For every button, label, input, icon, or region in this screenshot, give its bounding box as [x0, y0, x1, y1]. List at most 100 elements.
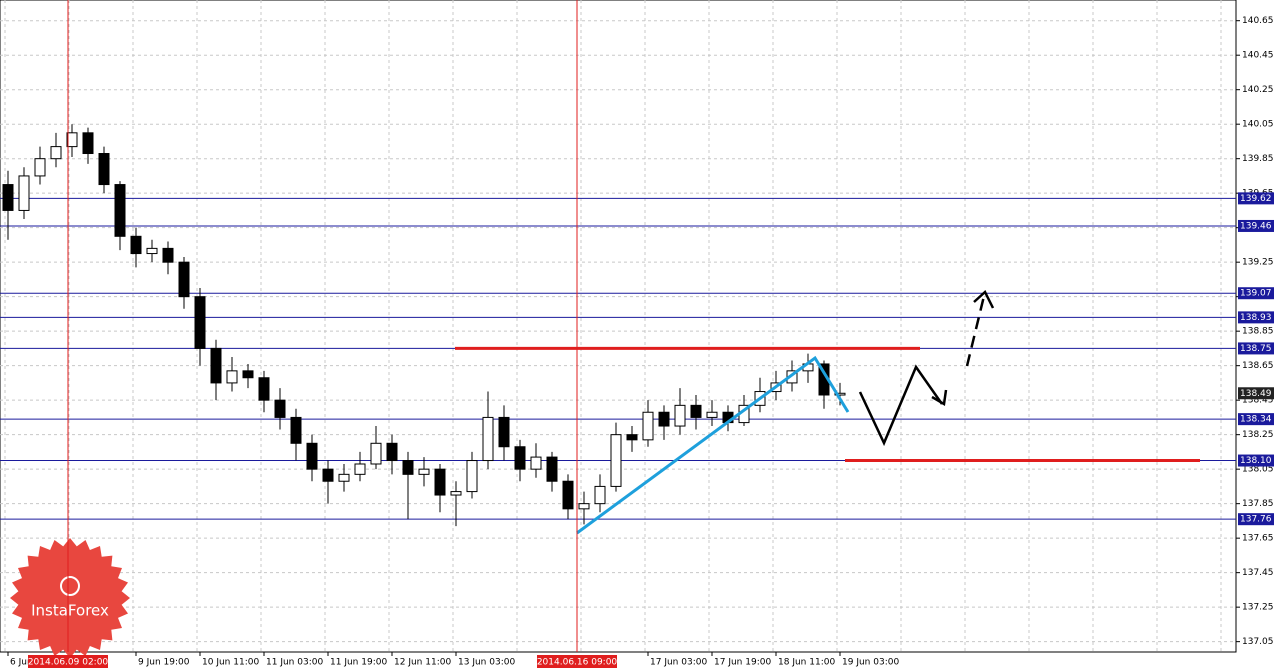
- candle-body: [530, 456, 542, 470]
- x-tick-label: 18 Jun 11:00: [778, 658, 835, 668]
- forecast-arrow: [931, 389, 948, 407]
- x-tick-label: 6 Jun: [10, 658, 33, 668]
- y-tick-label: 140.05: [1242, 120, 1274, 130]
- y-tick-label: 138.25: [1242, 430, 1274, 440]
- candle-body: [114, 184, 126, 237]
- candle-body: [706, 411, 718, 418]
- candle-body: [66, 132, 78, 148]
- candle-body: [386, 442, 398, 462]
- y-tick-label: 137.05: [1242, 637, 1274, 647]
- trend-line: [576, 355, 850, 535]
- candle-body: [562, 480, 574, 510]
- level-label-bg: [1238, 311, 1274, 324]
- level-label-bg: [1238, 454, 1274, 467]
- marker-label-bg: [28, 655, 108, 668]
- marker-label-bg: [537, 655, 617, 668]
- y-tick-label: 137.65: [1242, 534, 1274, 544]
- y-tick-label: 137.25: [1242, 603, 1274, 613]
- y-tick-label: 138.85: [1242, 327, 1274, 337]
- candle-body: [658, 411, 670, 427]
- level-label: 138.75: [1240, 344, 1272, 354]
- candle-body: [274, 399, 286, 418]
- last-price-label: 138.49: [1240, 389, 1272, 399]
- candle-body: [498, 416, 510, 448]
- y-tick-label: 137.85: [1242, 499, 1274, 509]
- x-tick-label: 9 Jun 19:00: [138, 658, 190, 668]
- forecast-path: [858, 364, 944, 447]
- level-label: 139.62: [1240, 194, 1272, 204]
- logo: InstaForex: [10, 538, 130, 658]
- y-tick-label: 140.65: [1242, 16, 1274, 26]
- candle-body: [178, 261, 190, 298]
- level-label-bg: [1238, 192, 1274, 205]
- marker-label: 2014.06.09 02:00: [28, 658, 109, 668]
- y-tick-label: 140.45: [1242, 51, 1274, 61]
- level-label-bg: [1238, 219, 1274, 232]
- candle-body: [450, 491, 462, 496]
- candle-body: [402, 460, 414, 475]
- x-tick-label: 11 Jun 19:00: [330, 658, 387, 668]
- x-tick-label: 19 Jun 03:00: [842, 658, 899, 668]
- plot-area: [0, 0, 1237, 653]
- level-label-bg: [1238, 287, 1274, 300]
- candle-body: [306, 442, 318, 470]
- logo-badge: [10, 538, 130, 658]
- candle-body: [546, 456, 558, 482]
- candle-body: [162, 247, 174, 263]
- y-tick-label: 140.25: [1242, 85, 1274, 95]
- candle-body: [354, 463, 366, 475]
- y-tick-label: 137.45: [1242, 568, 1274, 578]
- x-tick-label: 11 Jun 03:00: [266, 658, 323, 668]
- axis: 140.65140.45140.25140.05139.85139.65139.…: [7, 0, 1274, 668]
- x-tick-label: 17 Jun 19:00: [714, 658, 771, 668]
- candle-body: [338, 473, 350, 482]
- candle-body: [82, 132, 94, 155]
- candle-body: [482, 416, 494, 462]
- candle-body: [690, 404, 702, 418]
- candle-body: [642, 411, 654, 441]
- x-tick-label: 13 Jun 03:00: [458, 658, 515, 668]
- candle-body: [146, 247, 158, 255]
- level-label: 139.07: [1240, 289, 1272, 299]
- candle-body: [434, 468, 446, 496]
- candle-body: [834, 392, 846, 396]
- candle-body: [418, 468, 430, 475]
- candle-body: [242, 370, 254, 379]
- x-tick-label: 10 Jun 11:00: [202, 658, 259, 668]
- level-label-bg: [1238, 413, 1274, 426]
- candle-body: [322, 468, 334, 482]
- y-tick-label: 139.25: [1242, 258, 1274, 268]
- level-label: 139.46: [1240, 221, 1272, 231]
- forecast-drawings: [576, 289, 995, 535]
- candles: [2, 124, 846, 527]
- candle-body: [514, 446, 526, 470]
- logo-text: InstaForex: [31, 602, 109, 620]
- level-label-bg: [1238, 342, 1274, 355]
- candle-body: [610, 434, 622, 487]
- level-label: 138.93: [1240, 313, 1272, 323]
- candle-body: [50, 146, 62, 160]
- candle-body: [466, 460, 478, 493]
- forecast-dashed: [965, 295, 986, 367]
- candle-body: [226, 370, 238, 384]
- candle-body: [370, 442, 382, 465]
- x-tick-label: 17 Jun 03:00: [650, 658, 707, 668]
- forecast-arrow: [973, 289, 995, 309]
- candle-body: [290, 416, 302, 444]
- logo-icon: [60, 576, 80, 596]
- candle-body: [18, 175, 30, 211]
- candle-body: [2, 184, 14, 211]
- level-label: 138.10: [1240, 456, 1272, 466]
- y-tick-label: 138.05: [1242, 465, 1274, 475]
- level-label-bg: [1238, 513, 1274, 526]
- y-tick-label: 138.65: [1242, 361, 1274, 371]
- marker-label: 2014.06.16 09:00: [537, 658, 618, 668]
- level-label: 138.34: [1240, 415, 1272, 425]
- last-price-bg: [1238, 387, 1274, 400]
- candle-body: [594, 485, 606, 505]
- candle-body: [98, 153, 110, 186]
- candle-body: [130, 235, 142, 255]
- candle-body: [34, 158, 46, 177]
